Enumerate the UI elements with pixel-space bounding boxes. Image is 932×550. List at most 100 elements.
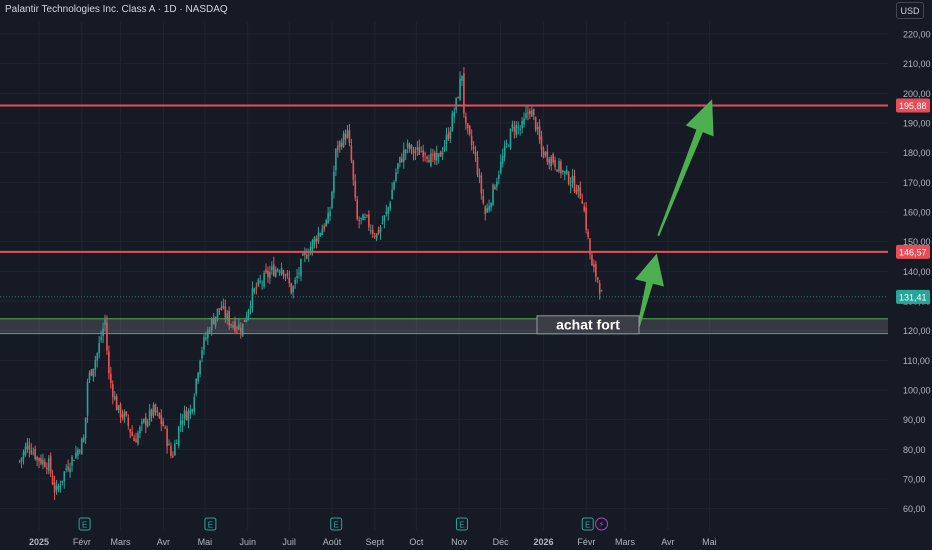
candle-body <box>488 206 490 211</box>
candle-body <box>389 202 391 209</box>
candle-body <box>525 113 527 119</box>
candle-body <box>183 410 186 419</box>
candle-body <box>108 351 110 374</box>
candle-body <box>207 330 209 339</box>
candle-body <box>156 410 159 413</box>
candle-body <box>366 215 368 217</box>
symbol-title[interactable]: Palantir Technologies Inc. Class A · 1D … <box>5 4 228 15</box>
candle-body <box>172 455 174 457</box>
candle-body <box>472 146 475 149</box>
candle-body <box>166 428 168 447</box>
candle-body <box>113 396 116 400</box>
candle-body <box>315 238 318 242</box>
candle-body <box>445 134 448 144</box>
x-tick-label: Mai <box>702 537 717 547</box>
candle-body <box>77 449 79 456</box>
candle-body <box>201 350 203 359</box>
candle-body <box>569 184 572 186</box>
candle-body <box>515 124 518 136</box>
candle-body <box>34 448 36 459</box>
candle-body <box>224 306 227 318</box>
candle-body <box>203 337 205 350</box>
candle-body <box>565 169 568 174</box>
candle-body <box>416 147 419 150</box>
candle-body <box>453 112 456 118</box>
candle-body <box>379 226 382 233</box>
y-tick-label: 150,00 <box>903 237 931 247</box>
candle-body <box>251 288 254 308</box>
x-tick-label: Déc <box>493 537 510 547</box>
candle-body <box>212 318 215 325</box>
candle-body <box>210 318 213 331</box>
candle-body <box>435 152 438 161</box>
level-price-badge-bg <box>896 98 930 113</box>
y-tick-label: 220,00 <box>903 30 931 40</box>
y-tick-label: 180,00 <box>903 148 931 158</box>
candle-body <box>110 373 112 384</box>
x-tick-label: Mars <box>615 537 635 547</box>
candle-body <box>428 160 430 163</box>
candle-body <box>187 410 190 421</box>
candle-body <box>406 142 409 148</box>
candle-body <box>563 171 566 174</box>
candle-body <box>410 145 413 149</box>
candle-body <box>375 233 378 240</box>
candle-body <box>177 426 180 446</box>
candle-body <box>451 113 454 132</box>
candle-body <box>552 153 554 163</box>
y-tick-label: 140,00 <box>903 267 931 277</box>
x-tick-label: Juin <box>239 537 256 547</box>
candle-body <box>323 225 326 229</box>
candle-body <box>243 320 246 322</box>
candle-body <box>144 417 147 426</box>
currency-button[interactable]: USD <box>896 2 924 19</box>
candle-body <box>309 246 312 255</box>
candle-body <box>84 417 87 439</box>
candle-body <box>422 150 424 157</box>
price-axis-bg <box>888 0 932 550</box>
projection-arrow <box>657 99 714 237</box>
x-tick-label: Avr <box>661 537 674 547</box>
candle-body <box>148 410 151 421</box>
candle-body <box>129 429 132 433</box>
candle-body <box>63 471 66 482</box>
candle-body <box>119 404 122 418</box>
candle-body <box>517 126 520 128</box>
candle-body <box>143 419 145 423</box>
candle-body <box>222 305 225 308</box>
candle-body <box>216 308 219 318</box>
earnings-icon: E <box>82 521 87 530</box>
candle-body <box>28 445 31 450</box>
candle-body <box>468 126 471 135</box>
candle-body <box>544 152 547 156</box>
y-tick-label: 210,00 <box>903 59 931 69</box>
candle-body <box>523 118 525 125</box>
candle-body <box>562 170 564 172</box>
candle-body <box>152 404 155 416</box>
candle-body <box>432 154 434 156</box>
candle-body <box>261 282 263 284</box>
y-tick-label: 170,00 <box>903 178 931 188</box>
candle-body <box>420 151 423 153</box>
candle-body <box>476 156 479 175</box>
candle-body <box>96 353 99 361</box>
candle-body <box>521 120 523 128</box>
candle-body <box>558 160 560 172</box>
candle-body <box>36 456 38 461</box>
candle-body <box>313 237 316 244</box>
earnings-marker <box>78 517 91 531</box>
candle-body <box>67 466 69 470</box>
candle-body <box>259 280 262 282</box>
zone-label: achat fort <box>556 316 620 332</box>
candle-body <box>587 231 589 237</box>
candle-body <box>426 156 428 159</box>
candle-body <box>30 450 33 454</box>
y-tick-label: 120,00 <box>903 326 931 336</box>
candle-body <box>505 143 508 145</box>
candle-body <box>175 443 178 445</box>
candle-body <box>170 446 172 456</box>
candle-body <box>540 136 543 150</box>
earnings-icon: E <box>459 521 464 530</box>
candle-body <box>482 195 485 203</box>
